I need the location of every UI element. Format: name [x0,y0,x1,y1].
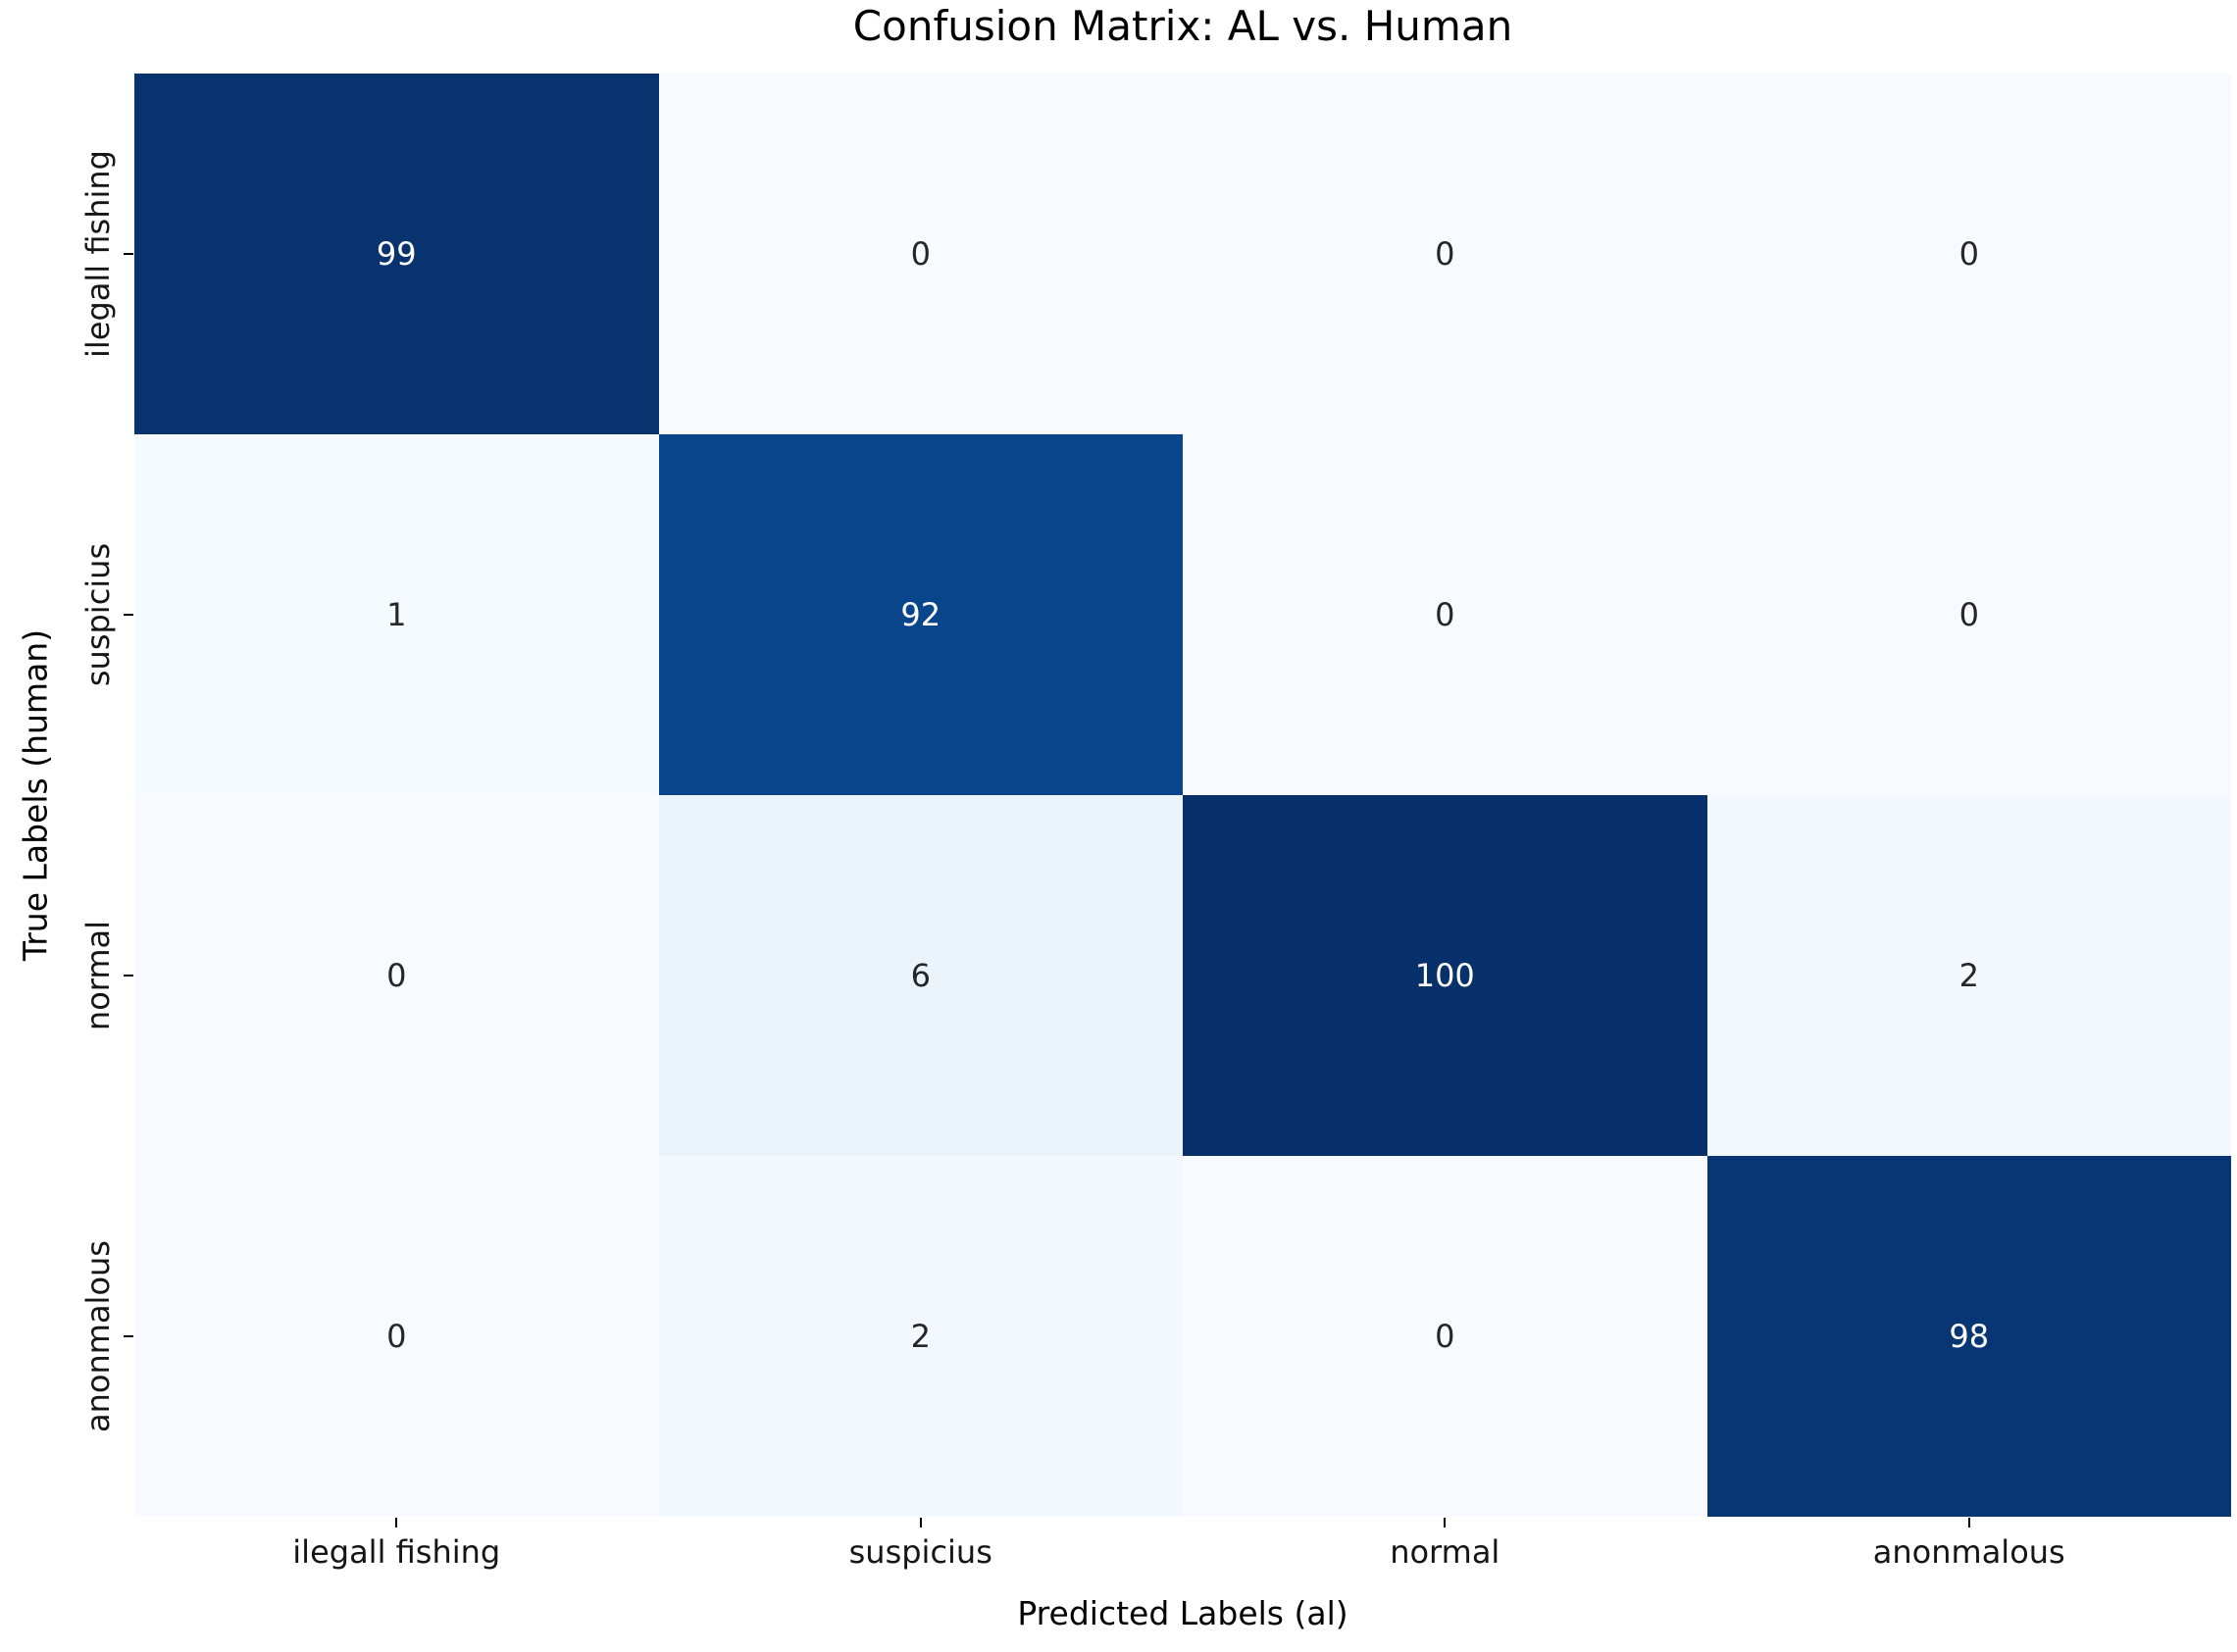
y-axis-label: True Labels (human) [16,628,55,962]
x-tick-mark-1 [919,1518,922,1527]
chart-title: Confusion Matrix: AL vs. Human [852,2,1513,50]
heatmap-cell-r0c2: 0 [1183,74,1707,434]
y-tick-label-2: normal [79,920,117,1031]
heatmap-cell-r3c0: 0 [134,1156,659,1517]
heatmap-cell-r1c1: 92 [658,434,1183,795]
x-tick-label-3: anonmalous [1872,1533,2065,1571]
heatmap-cell-r0c3: 0 [1706,74,2231,434]
x-axis-label: Predicted Labels (al) [1017,1594,1348,1632]
heatmap-cell-r2c1: 6 [658,795,1183,1156]
heatmap-cell-r2c0: 0 [134,795,659,1156]
heatmap-cell-r0c1: 0 [658,74,1183,434]
x-tick-mark-2 [1444,1518,1447,1527]
heatmap-cell-r0c0: 99 [134,74,659,434]
x-tick-label-0: ilegall fishing [292,1533,501,1571]
heatmap-grid: 99 0 0 0 1 92 0 0 0 6 100 2 0 2 0 98 [134,74,2231,1517]
x-tick-label-1: suspicius [848,1533,992,1571]
heatmap-cell-r2c3: 2 [1706,795,2231,1156]
heatmap-cell-r3c2: 0 [1183,1156,1707,1517]
x-tick-mark-3 [1967,1518,1970,1527]
heatmap-cell-r1c3: 0 [1706,434,2231,795]
x-tick-mark-0 [395,1518,398,1527]
heatmap-cell-r1c2: 0 [1183,434,1707,795]
heatmap-cell-r1c0: 1 [134,434,659,795]
y-tick-mark-1 [124,614,133,616]
y-tick-mark-0 [124,253,133,255]
y-tick-mark-3 [124,1335,133,1337]
heatmap-cell-r3c3: 98 [1706,1156,2231,1517]
heatmap-cell-r3c1: 2 [658,1156,1183,1517]
y-tick-label-0: ilegall fishing [79,150,117,358]
y-tick-label-1: suspicius [79,542,117,687]
y-tick-mark-2 [124,975,133,976]
x-tick-label-2: normal [1390,1533,1500,1571]
y-tick-label-3: anonmalous [79,1240,117,1432]
heatmap-cell-r2c2: 100 [1183,795,1707,1156]
